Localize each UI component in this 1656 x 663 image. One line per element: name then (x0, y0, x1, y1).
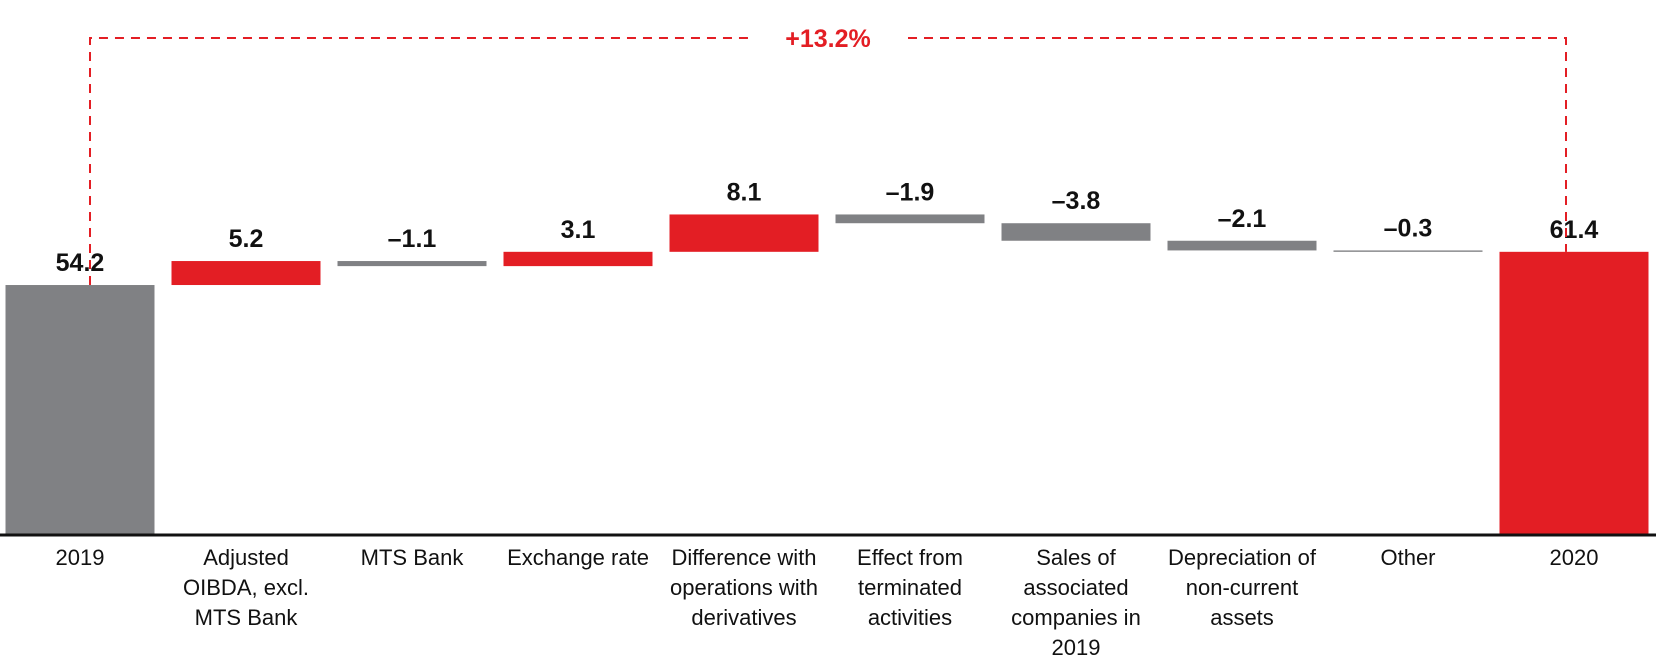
x-tick-label: 2020 (1549, 545, 1599, 570)
x-tick-label: Effect from terminated activities (857, 545, 963, 630)
value-label: –2.1 (1218, 205, 1267, 233)
value-label: 61.4 (1550, 216, 1599, 244)
bar (1333, 250, 1483, 252)
page: {"chart_data": {"type": "waterfall", "ca… (0, 25, 1656, 660)
value-label: –1.9 (886, 178, 935, 206)
bracket (89, 37, 1567, 286)
annotation: +13.2% (785, 25, 871, 53)
value-label: 8.1 (727, 178, 762, 206)
bar (669, 214, 819, 252)
bar (503, 251, 653, 267)
x-tick-label: Depreciation of non-current assets (1168, 545, 1316, 630)
bar (337, 261, 487, 267)
x-tick-label: Difference with operations with derivati… (670, 545, 818, 630)
bar (835, 214, 985, 224)
value-label: –3.8 (1052, 187, 1101, 215)
value-label: 3.1 (561, 216, 596, 244)
x-tick-label: Adjusted OIBDA, excl. MTS Bank (183, 545, 309, 630)
bar (1499, 251, 1649, 535)
bar (1001, 223, 1151, 241)
x-tick-label: MTS Bank (360, 545, 464, 570)
bar (1167, 240, 1317, 251)
value-label: –1.1 (388, 225, 437, 253)
bar (171, 261, 321, 286)
value-label: –0.3 (1384, 214, 1433, 242)
value-label: 54.2 (56, 249, 105, 277)
value-label: 5.2 (229, 225, 264, 253)
bar (5, 285, 155, 535)
x-tick-label: Exchange rate (507, 545, 649, 570)
x-tick-label: 2019 (55, 545, 105, 570)
x-tick-label: Sales of associated companies in 2019 (1011, 545, 1141, 660)
chart: 54.2 5.2 –1.1 3.1 8.1 –1.9 –3.8 –2.1 –0.3 61.4 +13… (0, 25, 1656, 537)
x-tick-label: Other (1380, 545, 1436, 570)
